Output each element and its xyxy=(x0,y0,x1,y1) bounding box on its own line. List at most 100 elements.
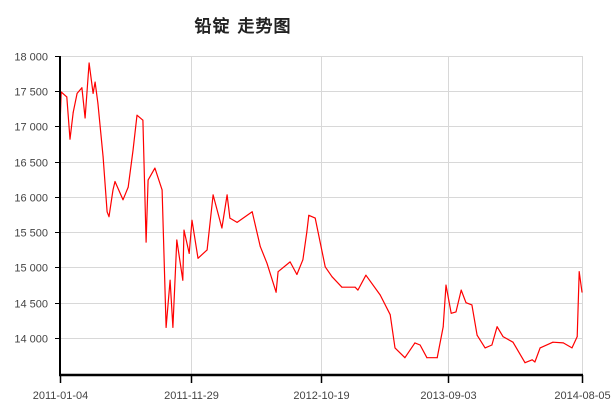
data-point xyxy=(122,199,124,201)
data-point xyxy=(114,181,116,182)
y-tick-label: 17 000 xyxy=(14,122,48,134)
data-point xyxy=(221,227,223,229)
data-point xyxy=(289,261,291,263)
data-point xyxy=(197,257,199,259)
data-point xyxy=(471,304,473,306)
data-point xyxy=(94,81,96,83)
data-point xyxy=(154,167,156,169)
data-point xyxy=(183,229,185,231)
y-tick-label: 18 000 xyxy=(14,52,48,64)
y-tick-label: 14 500 xyxy=(14,299,48,311)
y-tick-label: 15 000 xyxy=(14,263,48,275)
data-point xyxy=(76,92,78,94)
data-point xyxy=(455,311,457,313)
data-point xyxy=(147,179,149,181)
data-point xyxy=(476,334,478,336)
x-axis-labels: 2011-01-04 2011-11-29 2012-10-19 2013-09-03… xyxy=(33,390,611,402)
data-point xyxy=(88,62,90,64)
data-point xyxy=(389,314,391,316)
data-point xyxy=(176,239,178,241)
data-point xyxy=(275,291,277,293)
data-point xyxy=(419,344,421,346)
data-point xyxy=(136,114,138,116)
y-axis-labels: 14 000 14 500 15 000 15 500 16 000 16 500 17 0… xyxy=(14,52,48,346)
data-point xyxy=(106,211,108,213)
data-point xyxy=(206,249,208,251)
axes xyxy=(55,56,584,383)
data-point xyxy=(496,326,498,328)
data-point xyxy=(251,211,253,213)
data-point xyxy=(512,341,514,343)
data-point xyxy=(172,326,174,328)
data-point xyxy=(524,362,526,364)
data-point xyxy=(236,221,238,223)
data-point xyxy=(188,252,190,254)
data-point xyxy=(84,117,86,119)
data-point xyxy=(72,111,74,113)
data-point xyxy=(314,217,316,219)
y-tick-label: 16 500 xyxy=(14,158,48,170)
data-point xyxy=(161,189,163,191)
data-point xyxy=(414,342,416,344)
data-point xyxy=(484,347,486,349)
data-point xyxy=(578,271,580,273)
data-point xyxy=(539,347,541,349)
data-point xyxy=(97,102,99,104)
data-point xyxy=(357,289,359,291)
data-point xyxy=(102,156,104,158)
data-point xyxy=(302,259,304,261)
y-tick-label: 17 500 xyxy=(14,87,48,99)
x-tick-label: 2012-10-19 xyxy=(293,390,349,402)
data-point xyxy=(229,217,231,219)
data-point xyxy=(436,357,438,359)
data-point xyxy=(127,186,129,188)
data-point xyxy=(394,347,396,349)
data-point xyxy=(132,150,134,151)
data-point xyxy=(534,361,536,363)
data-point xyxy=(212,194,214,196)
data-point xyxy=(296,274,298,275)
data-point xyxy=(571,347,573,349)
data-point xyxy=(365,274,367,276)
data-point xyxy=(69,138,71,140)
y-tick-label: 16 000 xyxy=(14,193,48,205)
data-point xyxy=(308,214,310,216)
data-point xyxy=(226,194,228,196)
data-point xyxy=(66,96,68,98)
data-point xyxy=(112,189,114,191)
data-point xyxy=(182,279,184,281)
data-point xyxy=(108,216,110,218)
chart-title: 铅锭 走势图 xyxy=(194,17,292,37)
data-point xyxy=(404,357,406,359)
data-point xyxy=(191,219,193,221)
data-point xyxy=(341,286,343,288)
series xyxy=(59,62,583,364)
data-point xyxy=(142,119,144,121)
data-point xyxy=(306,231,308,233)
data-point xyxy=(460,289,462,291)
data-point xyxy=(426,357,428,359)
data-point xyxy=(354,286,356,288)
data-point xyxy=(552,341,554,343)
data-point xyxy=(491,344,493,346)
x-tick-label: 2011-11-29 xyxy=(164,390,219,402)
data-point xyxy=(169,279,171,281)
y-tick-label: 14 000 xyxy=(14,334,48,346)
data-point xyxy=(450,312,452,314)
data-point xyxy=(442,326,444,328)
x-tick-label: 2013-09-03 xyxy=(420,390,476,402)
data-point xyxy=(379,294,381,296)
data-point xyxy=(331,276,333,278)
data-point xyxy=(576,336,578,338)
data-point xyxy=(145,241,147,243)
y-tick-label: 15 500 xyxy=(14,228,48,240)
data-point xyxy=(165,326,167,328)
data-point xyxy=(465,302,467,304)
grid xyxy=(60,56,583,375)
data-point xyxy=(562,342,564,344)
data-point xyxy=(324,266,326,268)
data-point xyxy=(92,92,94,94)
data-point xyxy=(502,336,504,338)
data-point xyxy=(81,87,83,89)
data-point xyxy=(581,291,583,293)
